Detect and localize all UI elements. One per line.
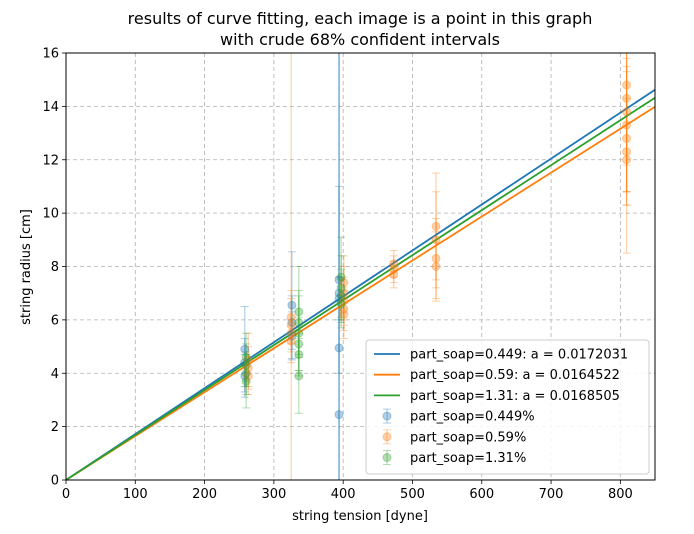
y-tick-label: 2 [51, 420, 59, 435]
x-tick-label: 500 [400, 487, 425, 502]
data-point [622, 93, 632, 103]
data-point [622, 133, 632, 143]
data-point [622, 147, 632, 157]
x-axis-label: string tension [dyne] [292, 509, 428, 524]
y-axis-label: string radius [cm] [19, 209, 34, 325]
data-point [334, 410, 344, 420]
data-point [286, 328, 296, 338]
legend-label: part_soap=0.449% [410, 410, 535, 425]
data-point [339, 296, 349, 306]
error-bars [240, 53, 631, 480]
data-point [336, 299, 346, 309]
data-point [241, 376, 251, 386]
y-tick-label: 8 [51, 260, 59, 275]
fit-line [65, 89, 656, 481]
data-point [389, 270, 399, 280]
data-point [431, 262, 441, 271]
legend: part_soap=0.449: a = 0.0172031 part_soap=… [365, 339, 650, 475]
x-tick-label: 700 [539, 487, 564, 502]
data-point [287, 300, 297, 310]
y-tick-label: 16 [42, 47, 59, 62]
data-point [336, 272, 346, 282]
data-point [243, 371, 253, 381]
data-point [339, 278, 349, 288]
legend-label: part_soap=0.59: a = 0.0164522 [410, 368, 620, 383]
chart-title-line2: with crude 68% confident intervals [220, 30, 500, 49]
x-tick-label: 400 [331, 487, 356, 502]
data-point [431, 253, 441, 263]
y-tick-label: 12 [42, 153, 59, 168]
y-tick-label: 6 [51, 313, 59, 328]
data-point [294, 328, 304, 338]
y-tick-label: 14 [42, 100, 59, 115]
y-tick-label: 10 [42, 207, 59, 222]
legend-label: part_soap=0.59% [410, 430, 526, 445]
legend-marker-swatch [382, 453, 392, 462]
data-point [286, 336, 296, 346]
y-axis-ticks: 0 2 4 6 8 10 12 14 16 [42, 47, 66, 489]
data-point [240, 371, 250, 381]
data-point [389, 264, 399, 274]
data-point [240, 358, 250, 368]
data-points [240, 80, 632, 420]
x-tick-label: 800 [608, 487, 633, 502]
data-point [241, 360, 251, 370]
data-point [334, 288, 344, 298]
data-point [339, 310, 349, 320]
data-point [294, 318, 304, 328]
data-point [286, 320, 296, 330]
data-point [622, 107, 632, 117]
y-tick-label: 4 [51, 367, 59, 382]
data-point [294, 339, 304, 349]
legend-label: part_soap=0.449: a = 0.0172031 [410, 348, 628, 363]
data-point [339, 304, 349, 314]
data-point [241, 368, 251, 378]
legend-box [365, 339, 650, 475]
data-point [286, 312, 296, 322]
data-point [336, 283, 346, 293]
data-point [431, 235, 441, 245]
data-point [336, 291, 346, 301]
data-point [241, 352, 251, 362]
data-point [294, 371, 304, 381]
data-point [287, 318, 297, 328]
legend-marker-swatch [382, 432, 392, 442]
fit-lines [65, 89, 656, 481]
legend-label: part_soap=1.31% [410, 451, 526, 466]
data-point [339, 288, 349, 298]
data-point [243, 355, 253, 365]
data-point [294, 307, 304, 317]
data-point [294, 350, 304, 360]
chart-title-line1: results of curve fitting, each image is … [128, 9, 593, 28]
data-point [243, 363, 253, 373]
x-tick-label: 100 [123, 487, 148, 502]
data-point [334, 275, 344, 285]
fit-line [65, 97, 656, 481]
data-point [622, 155, 632, 165]
data-point [240, 344, 250, 354]
data-point [287, 331, 297, 341]
data-point [334, 294, 344, 304]
x-tick-label: 600 [469, 487, 494, 502]
data-point [622, 80, 632, 90]
legend-label: part_soap=1.31: a = 0.0168505 [410, 389, 620, 404]
legend-marker-swatch [382, 411, 392, 421]
x-axis-ticks: 0 100 200 300 400 500 600 700 800 [62, 480, 633, 502]
data-point [431, 221, 441, 231]
x-tick-label: 300 [261, 487, 286, 502]
data-point [334, 343, 344, 353]
y-tick-label: 0 [51, 474, 59, 489]
data-point [389, 259, 399, 269]
data-point [622, 120, 632, 130]
x-tick-label: 200 [192, 487, 217, 502]
fit-line [65, 106, 656, 481]
x-tick-label: 0 [62, 487, 70, 502]
